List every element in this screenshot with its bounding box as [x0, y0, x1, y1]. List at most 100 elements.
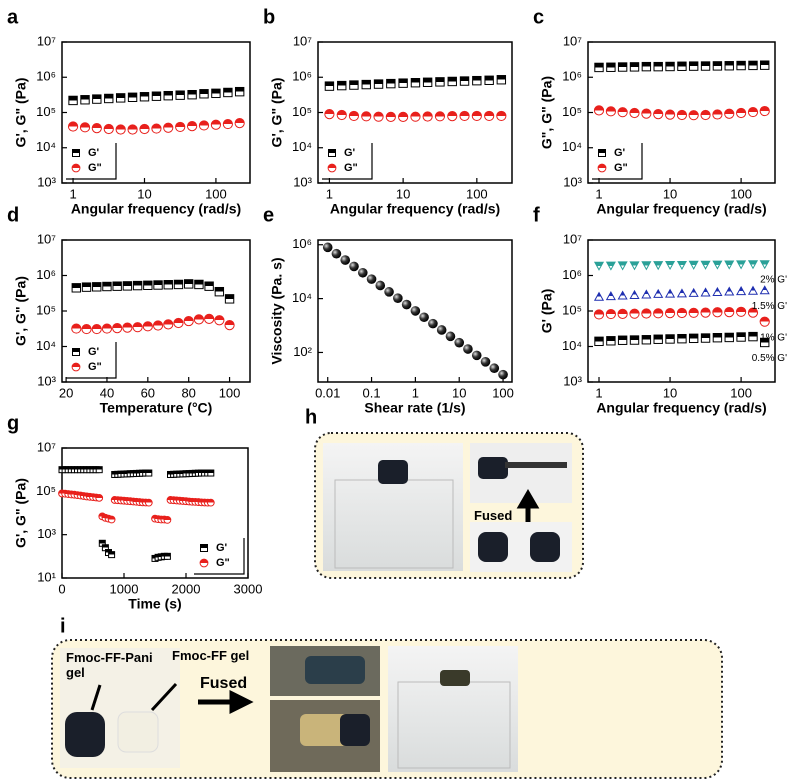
y-tick-label: 10⁴ — [36, 139, 56, 154]
y-tick-label: 10⁶ — [292, 236, 312, 251]
legend-label: G" — [88, 361, 102, 373]
x-tick-label: 100 — [466, 186, 488, 201]
marker — [736, 107, 747, 119]
marker — [348, 110, 360, 122]
x-tick-label: 10 — [663, 186, 677, 201]
marker — [759, 260, 770, 270]
marker — [104, 93, 114, 104]
legend-label: G' — [216, 542, 228, 554]
marker — [664, 109, 676, 120]
x-axis-label: Time (s) — [128, 596, 181, 612]
x-tick-label: 100 — [492, 385, 514, 400]
marker — [223, 87, 233, 98]
marker — [385, 111, 396, 123]
panel-label: i — [60, 615, 66, 637]
marker — [760, 337, 770, 348]
marker — [435, 77, 445, 87]
annotation: Fmoc-FF gel — [172, 648, 250, 663]
x-tick-label: 80 — [181, 385, 195, 400]
marker — [112, 322, 123, 334]
y-tick-label: 10⁷ — [563, 33, 582, 48]
y-axis-label: G', G" (Pa) — [13, 276, 29, 346]
marker — [724, 286, 735, 296]
marker — [139, 92, 150, 102]
series-label: 0.5% G' — [752, 353, 787, 364]
panel-label: g — [7, 412, 19, 434]
marker — [340, 255, 351, 265]
marker — [163, 552, 171, 560]
legend-marker — [200, 544, 208, 552]
marker — [145, 469, 153, 477]
marker — [605, 106, 616, 117]
y-tick-label: 10⁴ — [36, 338, 56, 353]
y-axis-label: G', G" (Pa) — [13, 78, 29, 148]
y-tick-label: 10⁶ — [36, 69, 56, 84]
marker — [183, 315, 194, 327]
marker — [163, 280, 173, 290]
marker — [102, 281, 112, 292]
legend-label: G" — [614, 162, 628, 174]
marker — [398, 111, 409, 123]
marker — [759, 285, 770, 295]
y-tick-label: 10³ — [563, 174, 582, 189]
marker — [676, 109, 688, 121]
marker — [496, 75, 507, 85]
x-axis-label: Temperature (°C) — [100, 400, 213, 416]
marker — [617, 290, 628, 300]
marker — [665, 334, 675, 344]
marker — [139, 123, 150, 135]
y-tick-label: 10⁶ — [562, 267, 582, 282]
y-tick-label: 10³ — [37, 373, 56, 388]
marker — [676, 260, 687, 271]
marker — [629, 308, 640, 319]
marker — [759, 105, 770, 117]
marker — [629, 62, 640, 72]
marker — [193, 314, 205, 325]
marker — [175, 121, 186, 133]
marker — [605, 291, 616, 301]
marker — [665, 61, 675, 72]
legend-marker — [328, 149, 336, 157]
x-tick-label: 1 — [595, 385, 602, 400]
marker — [324, 109, 335, 120]
marker — [459, 76, 470, 86]
y-tick-label: 10⁷ — [37, 439, 56, 454]
marker — [204, 281, 214, 291]
marker — [629, 261, 640, 271]
marker — [498, 369, 508, 380]
legend-marker — [597, 163, 607, 173]
marker — [653, 61, 663, 72]
marker — [676, 288, 687, 298]
marker — [617, 107, 628, 118]
y-tick-label: 10⁴ — [292, 290, 312, 305]
marker — [653, 261, 664, 271]
marker — [748, 60, 758, 71]
marker — [410, 306, 421, 316]
arrow — [90, 684, 102, 711]
marker — [152, 320, 164, 331]
marker — [700, 61, 711, 71]
marker — [594, 62, 604, 73]
marker — [712, 61, 723, 71]
marker — [199, 89, 209, 99]
marker — [422, 77, 433, 87]
marker — [484, 110, 495, 122]
x-tick-label: 100 — [205, 186, 227, 201]
marker — [736, 286, 747, 296]
marker — [393, 293, 403, 303]
y-axis-label: G", G" (Pa) — [539, 76, 555, 149]
marker — [127, 124, 138, 135]
panel-label: a — [7, 6, 19, 28]
marker — [605, 261, 616, 271]
marker — [151, 123, 162, 134]
marker — [373, 111, 384, 122]
marker — [163, 319, 174, 330]
annotation: Fused — [200, 675, 248, 692]
marker — [445, 331, 456, 342]
marker — [207, 469, 215, 477]
series-label: 2% G' — [760, 275, 787, 286]
marker — [593, 291, 605, 301]
marker — [224, 320, 235, 331]
marker — [384, 287, 394, 297]
y-tick-label: 10³ — [563, 373, 582, 388]
